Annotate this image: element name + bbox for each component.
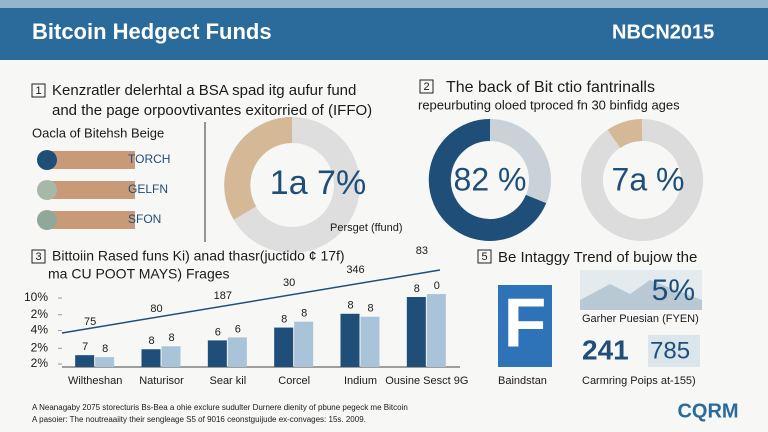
- stat-caption: Carmring Poips at-155): [582, 375, 696, 387]
- trend-label: 187: [214, 290, 232, 302]
- y-tick-label: 10%: [24, 290, 48, 304]
- bar-label: 8: [281, 313, 287, 325]
- trend-label: 75: [84, 316, 96, 328]
- bar-label: 6: [215, 326, 221, 338]
- bar: [406, 297, 426, 367]
- legend-label: TORCH: [128, 152, 170, 166]
- chart-title: Bittoiin Rased funs Ki) anad thasr(jucti…: [52, 248, 345, 264]
- logo: CQRM: [677, 400, 738, 422]
- legend-title: Oacla of Bitehsh Beige: [32, 125, 164, 140]
- trend-line: [61, 269, 441, 334]
- donut-label: 82 %: [454, 161, 527, 197]
- stat-value: 241: [582, 334, 629, 365]
- donut-arc: [428, 118, 547, 241]
- legend-icon: [37, 150, 57, 170]
- section-title: Be Intaggy Trend of bujow the: [498, 249, 697, 266]
- bar: [75, 355, 95, 367]
- legend-icon: [37, 180, 57, 200]
- x-tick-label: Wiltheshan: [68, 375, 122, 387]
- stat-value: 5%: [652, 274, 695, 307]
- number-box: [419, 79, 434, 94]
- stat-caption: Garher Puesian (FYEN): [582, 313, 699, 325]
- bar-label: 8: [367, 303, 373, 315]
- header-bar: [0, 0, 768, 60]
- donut-label: 7a %: [612, 161, 685, 197]
- number-box: [477, 249, 492, 264]
- x-tick-label: Indium: [344, 375, 377, 387]
- donut-caption: Persget (ffund): [330, 222, 403, 234]
- y-tick-label: 2%: [31, 340, 49, 354]
- legend-bar: [45, 211, 135, 229]
- number-box: [31, 83, 46, 98]
- bar-label: 7: [82, 341, 88, 353]
- bar: [95, 357, 115, 367]
- block-letter: F: [504, 283, 547, 361]
- header-code: NBCN2015: [612, 21, 714, 43]
- bar: [141, 349, 161, 367]
- x-tick-label: Ousine Sesct 9G: [385, 375, 468, 387]
- y-tick-label: 4%: [31, 323, 49, 337]
- bar: [340, 313, 360, 367]
- donut-arc: [224, 117, 293, 220]
- legend-bar: [45, 151, 135, 169]
- bar-label: 8: [148, 335, 154, 347]
- donut-label: 1a 7%: [270, 164, 366, 202]
- section-number: 5: [481, 251, 487, 263]
- section-number: 2: [423, 81, 429, 93]
- section-title: The back of Bit ctio fantrinalls: [446, 79, 655, 96]
- trend-label: 83: [416, 245, 428, 257]
- legend-label: SFON: [128, 212, 161, 226]
- bar: [294, 321, 314, 367]
- legend-label: GELFN: [128, 182, 168, 196]
- bar-label: 8: [168, 332, 174, 344]
- footer-text: A pasoier: The noutreaaiity their sengle…: [32, 415, 366, 424]
- block-caption: Baindstan: [498, 375, 547, 387]
- stat-image: [648, 335, 700, 367]
- bar: [227, 337, 247, 367]
- trend-label: 346: [346, 264, 364, 276]
- bar-label: 8: [414, 283, 420, 295]
- header-trim: [0, 0, 768, 8]
- chart-subtitle: ma CU POOT MAYS) Frages: [48, 266, 230, 282]
- mountains: [580, 280, 702, 310]
- y-tick-label: 2%: [31, 307, 49, 321]
- bar-label: 0: [434, 280, 440, 292]
- bar: [274, 327, 294, 367]
- bar: [360, 316, 380, 367]
- y-tick-label: 2%: [31, 356, 49, 370]
- footer-text: A Neanagaby 2075 storecturis Bs-Bea a oh…: [32, 403, 408, 412]
- bar: [426, 294, 446, 367]
- section-subtitle: repeurbuting oloed tproced fn 30 binfidg…: [418, 97, 680, 112]
- bar-label: 8: [301, 308, 307, 320]
- section-title: Kenzratler delerhtal a BSA spad itg aufu…: [52, 82, 356, 99]
- number-box: [31, 249, 46, 264]
- bar-label: 8: [102, 343, 108, 355]
- x-tick-label: Corcel: [278, 375, 310, 387]
- block: [498, 285, 552, 367]
- legend-bar: [45, 181, 135, 199]
- trend-label: 80: [150, 303, 162, 315]
- legend-icon: [37, 210, 57, 230]
- donut-arc: [607, 119, 643, 149]
- section-number: 1: [35, 85, 41, 97]
- header-title: Bitcoin Hedgect Funds: [32, 19, 272, 44]
- bar-label: 8: [347, 300, 353, 312]
- legend: TORCH GELFN SFON: [37, 150, 170, 230]
- bar-label: 6: [235, 323, 241, 335]
- x-tick-label: Sear kil: [209, 375, 246, 387]
- bar: [207, 340, 227, 367]
- bar: [161, 346, 181, 367]
- stat-value: 785: [650, 337, 690, 364]
- x-tick-label: Naturisor: [139, 375, 184, 387]
- section-number: 3: [35, 251, 41, 263]
- trend-label: 30: [283, 277, 295, 289]
- section-title: and the page orpoovtivantes exitorried o…: [52, 102, 372, 119]
